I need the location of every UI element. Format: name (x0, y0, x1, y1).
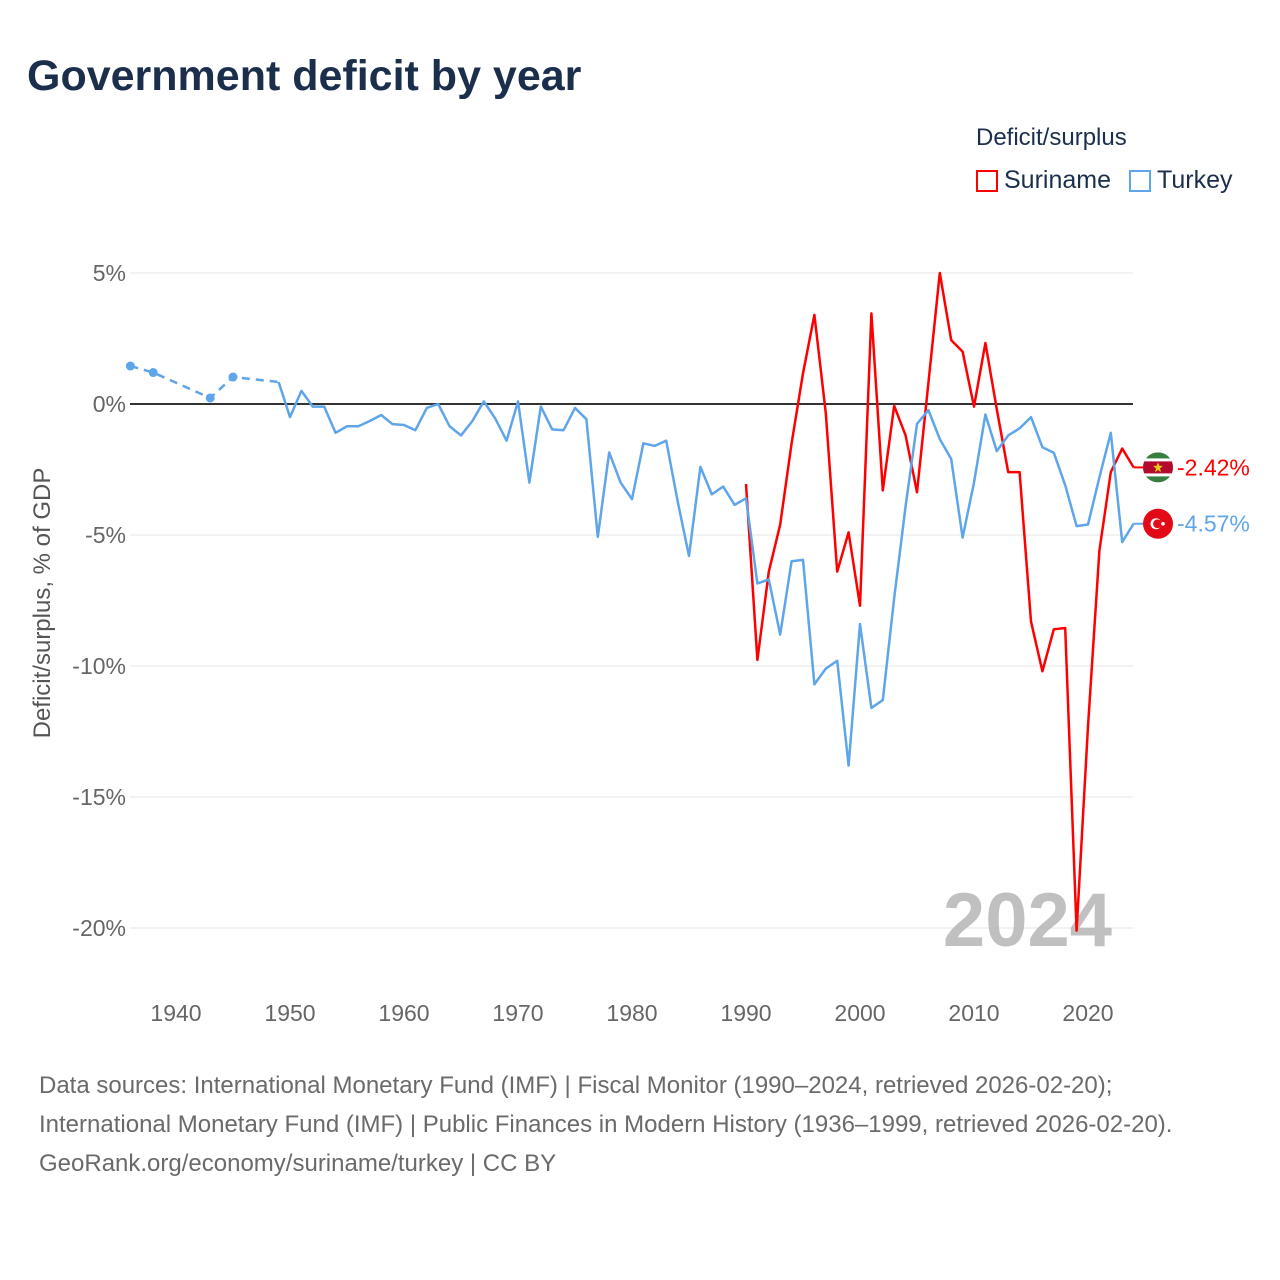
data-sources: Data sources: International Monetary Fun… (39, 1072, 1173, 1138)
y-tick-label: 5% (93, 260, 126, 286)
legend-swatch-turkey (1129, 169, 1151, 192)
series-line-turkey (277, 381, 1135, 767)
x-tick-label: 1950 (264, 1000, 315, 1026)
flag-body (1143, 452, 1173, 483)
legend-swatch-suriname (976, 169, 998, 192)
star-icon (1161, 521, 1165, 526)
data-point-turkey (205, 393, 215, 403)
x-tick-label: 1940 (150, 1000, 201, 1026)
year-watermark: 2024 (943, 878, 1112, 963)
x-tick-label: 1990 (720, 1000, 771, 1026)
y-tick-label: -5% (85, 522, 126, 548)
end-label-turkey: -4.57% (1177, 511, 1250, 537)
x-tick-label: 1980 (606, 1000, 657, 1026)
legend: Suriname Turkey (976, 166, 1232, 195)
star-icon (1153, 462, 1163, 473)
legend-item-suriname[interactable]: Suriname (976, 166, 1111, 195)
legend-label-turkey: Turkey (1157, 166, 1233, 194)
data-point-turkey (125, 361, 135, 371)
turkey-flag-icon (1143, 508, 1173, 539)
legend-title: Deficit/surplus (976, 124, 1127, 151)
chart-title: Government deficit by year (27, 52, 582, 100)
footer: Data sources: International Monetary Fun… (39, 1066, 1239, 1183)
y-axis-label: Deficit/surplus, % of GDP (29, 468, 56, 739)
y-tick-label: -20% (72, 915, 126, 941)
x-tick-label: 2000 (834, 1000, 885, 1026)
series-line-suriname (744, 271, 1135, 932)
data-point-turkey (148, 368, 158, 378)
x-tick-label: 2010 (948, 1000, 999, 1026)
y-tick-label: -10% (72, 653, 126, 679)
x-tick-label: 1970 (492, 1000, 543, 1026)
x-tick-label: 2020 (1062, 1000, 1113, 1026)
end-label-suriname: -2.42% (1177, 454, 1250, 480)
credit-link[interactable]: GeoRank.org/economy/suriname/turkey | CC… (39, 1150, 557, 1177)
y-tick-label: -15% (72, 784, 126, 810)
legend-item-turkey[interactable]: Turkey (1129, 166, 1232, 195)
legend-label-suriname: Suriname (1004, 166, 1111, 194)
suriname-flag-icon (1143, 452, 1173, 483)
x-tick-label: 1960 (378, 1000, 429, 1026)
crescent-inner (1153, 519, 1162, 529)
y-tick-label: 0% (93, 391, 126, 417)
data-point-turkey (228, 372, 238, 382)
